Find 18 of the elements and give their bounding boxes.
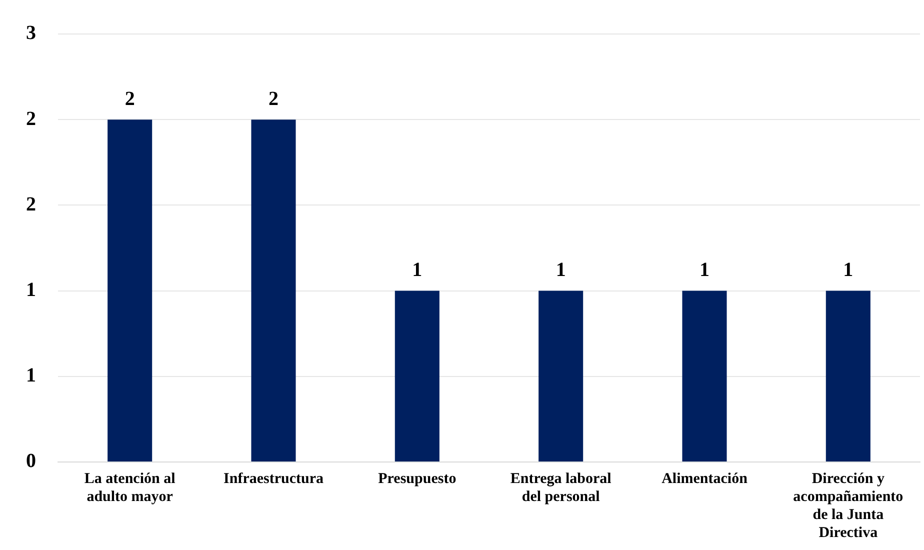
x-tick-label: Dirección y acompañamiento de la Junta Directiva [793,470,904,541]
y-tick-label: 1 [26,278,36,301]
x-tick-label: Infraestructura [224,470,324,487]
data-label: 2 [124,88,135,110]
y-tick-label: 2 [26,193,36,216]
y-tick-label: 1 [26,364,36,387]
data-label: 1 [412,258,422,281]
y-tick-label: 2 [26,108,36,130]
x-tick-label: Alimentación [662,470,748,487]
data-label: 2 [268,88,278,110]
data-label: 1 [700,258,710,281]
data-label: 1 [556,258,566,281]
x-tick-label: Presupuesto [378,470,456,487]
x-tick-label: La atención al adulto mayor [84,470,176,505]
y-tick-label: 3 [26,22,36,44]
x-tick-label: Entrega laboral del personal [510,470,612,505]
y-tick-label: 0 [26,450,36,472]
data-label: 1 [843,258,854,281]
